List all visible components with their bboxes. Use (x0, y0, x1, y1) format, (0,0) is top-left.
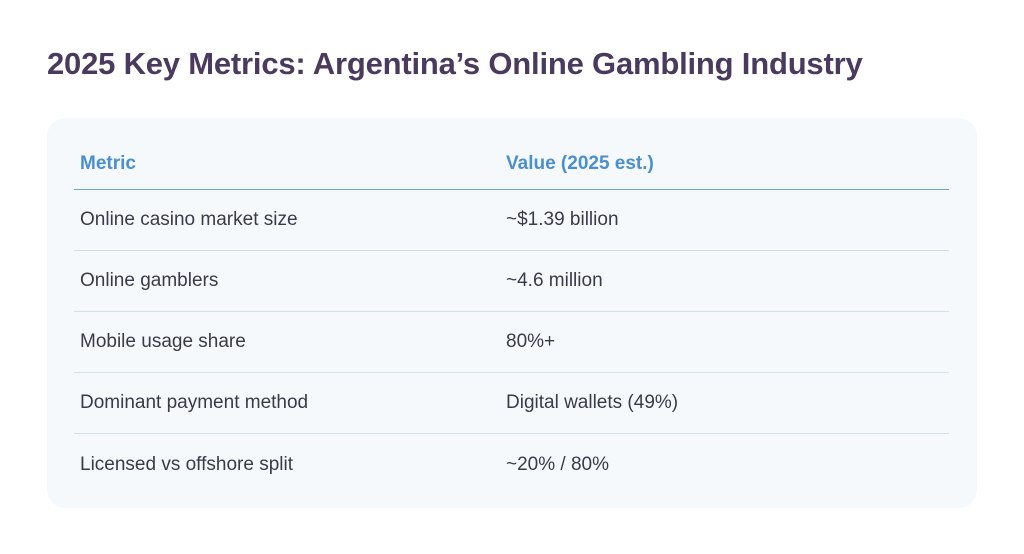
page-title: 2025 Key Metrics: Argentina’s Online Gam… (47, 46, 863, 81)
column-header-metric: Metric (80, 152, 136, 174)
column-header-value: Value (2025 est.) (506, 152, 654, 174)
value-cell: ~20% / 80% (506, 453, 609, 475)
value-cell: ~4.6 million (506, 270, 603, 291)
value-cell: Digital wallets (49%) (506, 392, 679, 413)
value-cell: ~$1.39 billion (506, 209, 619, 230)
table-row: Dominant payment method Digital wallets … (74, 373, 949, 434)
metric-cell: Online gamblers (80, 270, 219, 291)
metrics-table: Metric Value (2025 est.) Online casino m… (74, 138, 949, 495)
metric-cell: Dominant payment method (80, 392, 309, 413)
table-row: Online casino market size ~$1.39 billion (74, 190, 949, 251)
value-cell: 80%+ (506, 331, 556, 352)
table-row: Licensed vs offshore split ~20% / 80% (74, 434, 949, 495)
metrics-card: Metric Value (2025 est.) Online casino m… (47, 118, 977, 508)
table-row: Mobile usage share 80%+ (74, 312, 949, 373)
table-row: Online gamblers ~4.6 million (74, 251, 949, 312)
metric-cell: Mobile usage share (80, 331, 246, 352)
metric-cell: Online casino market size (80, 209, 298, 230)
metric-cell: Licensed vs offshore split (80, 453, 293, 475)
table-header-row: Metric Value (2025 est.) (74, 138, 949, 190)
